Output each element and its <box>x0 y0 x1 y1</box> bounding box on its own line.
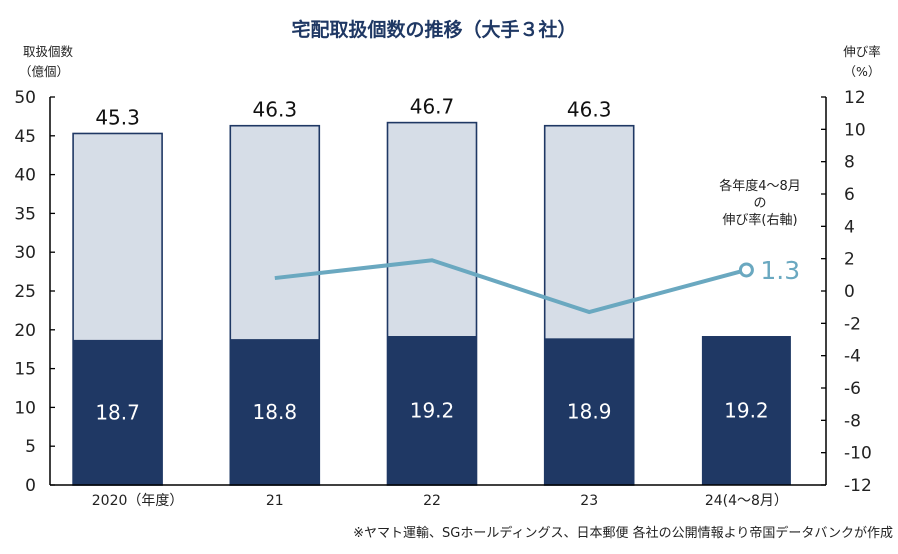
right-tick-label: -12 <box>844 476 872 496</box>
category-label: 21 <box>266 493 284 509</box>
period-bar-label: 18.8 <box>253 400 298 424</box>
period-bar-label: 19.2 <box>410 399 455 423</box>
period-bar <box>387 336 477 485</box>
left-tick-label: 10 <box>14 398 36 418</box>
total-bar-label: 46.3 <box>253 98 298 122</box>
period-bar-label: 18.9 <box>567 400 612 424</box>
right-tick-label: 6 <box>844 185 855 205</box>
right-axis-title-line2: （%） <box>844 64 881 79</box>
left-axis-title-line1: 取扱個数 <box>23 44 74 59</box>
period-bar <box>230 339 320 485</box>
total-bar-label: 45.3 <box>95 105 140 129</box>
left-tick-label: 20 <box>14 321 36 341</box>
right-tick-label: -4 <box>844 347 861 367</box>
growth-line-path <box>274 258 747 315</box>
axes <box>49 97 827 486</box>
chart-title: 宅配取扱個数の推移（大手３社） <box>291 18 576 41</box>
left-tick-label: 50 <box>14 88 36 108</box>
right-tick-label: -2 <box>844 314 861 334</box>
left-tick-label: 25 <box>14 282 36 302</box>
category-label: 23 <box>580 493 598 509</box>
annotation-line3: 伸び率(右軸) <box>722 212 797 228</box>
right-axis-ticks: -12 -10 -8 -6 -4 -2 0 2 4 6 8 10 12 <box>821 88 872 496</box>
total-bar-label: 46.7 <box>410 95 455 119</box>
right-axis-title-line1: 伸び率 <box>843 44 881 59</box>
total-bar-label: 46.3 <box>567 98 612 122</box>
category-label: 22 <box>423 493 441 509</box>
left-tick-label: 15 <box>14 360 36 380</box>
annotation-line1: 各年度4～8月 <box>719 178 801 194</box>
annotation-line2: の <box>753 196 766 211</box>
right-tick-label: -10 <box>844 444 872 464</box>
source-note: ※ヤマト運輸、SGホールディングス、日本郵便 各社の公開情報より帝国データバンク… <box>353 525 893 541</box>
right-tick-label: 0 <box>844 282 855 302</box>
growth-line-end-label: 1.3 <box>760 256 800 285</box>
period-bar <box>544 338 634 485</box>
period-bar-label: 18.7 <box>95 400 140 424</box>
right-tick-label: 10 <box>844 120 866 140</box>
right-tick-label: 2 <box>844 250 855 270</box>
right-tick-label: 4 <box>844 217 855 237</box>
right-tick-label: -6 <box>844 379 861 399</box>
period-bars: 18.7 18.8 19.2 18.9 19.2 <box>73 336 791 485</box>
growth-line: 1.3 <box>274 256 800 315</box>
left-axis-title-line2: （億個） <box>19 64 69 79</box>
left-tick-label: 45 <box>14 127 36 147</box>
left-tick-label: 30 <box>14 243 36 263</box>
period-bar <box>73 339 163 485</box>
period-bar-label: 19.2 <box>724 399 769 423</box>
period-bar <box>701 336 791 485</box>
category-labels: 2020（年度） 21 22 23 24(4～8月） <box>92 493 788 509</box>
growth-line-end-marker <box>738 262 754 278</box>
left-tick-label: 5 <box>25 437 36 457</box>
category-label: 24(4～8月） <box>705 493 788 509</box>
left-tick-label: 0 <box>25 476 36 496</box>
right-tick-label: 12 <box>844 88 866 108</box>
right-tick-label: 8 <box>844 153 855 173</box>
left-tick-label: 35 <box>14 204 36 224</box>
left-axis-ticks: 0 5 10 15 20 25 30 35 40 45 50 <box>14 88 55 496</box>
right-tick-label: -8 <box>844 411 861 431</box>
category-label: 2020（年度） <box>92 493 184 509</box>
left-tick-label: 40 <box>14 166 36 186</box>
